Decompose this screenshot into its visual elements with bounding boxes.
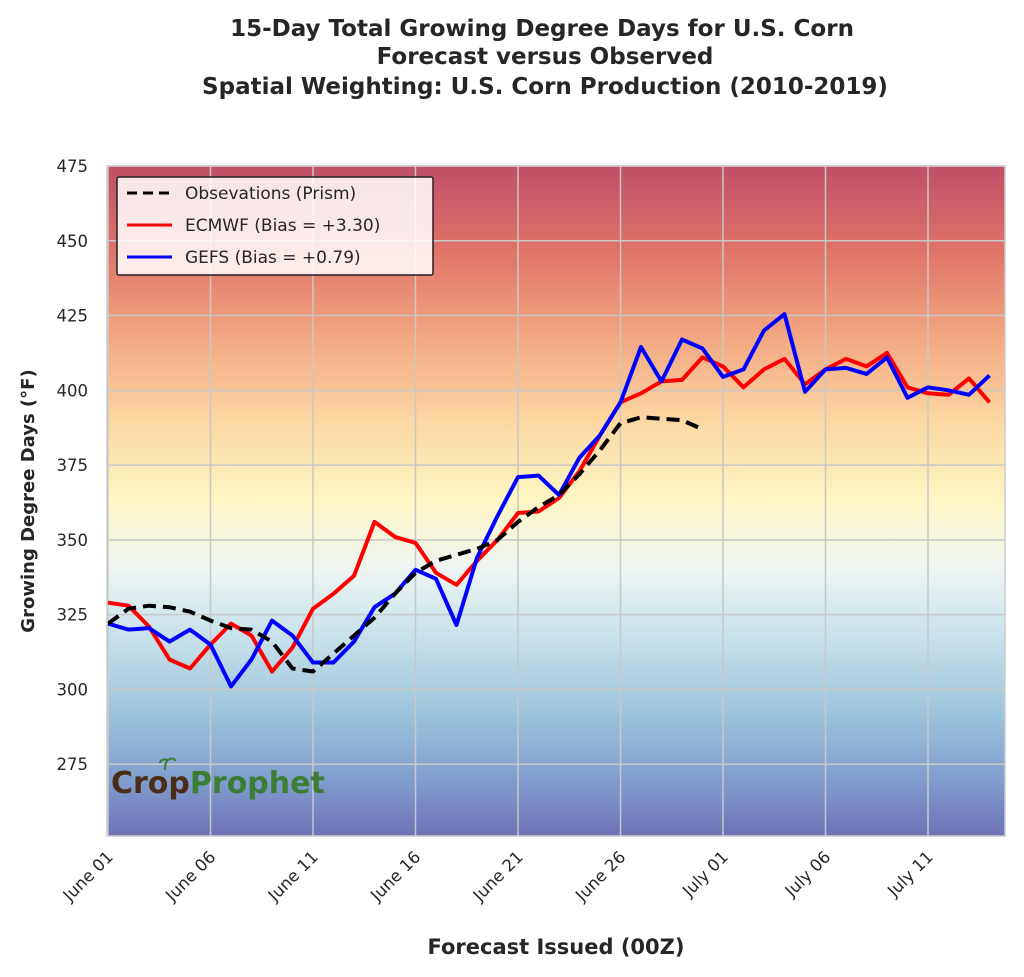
y-tick-label: 450 — [57, 232, 89, 251]
y-axis-label: Growing Degree Days (°F) — [18, 369, 39, 632]
y-tick-label: 300 — [57, 680, 89, 699]
gefs-line — [107, 312, 991, 689]
y-tick-label: 425 — [57, 307, 89, 326]
x-axis-label: Forecast Issued (00Z) — [428, 935, 685, 959]
x-tick-label: June 11 — [264, 847, 322, 905]
legend: Obsevations (Prism) ECMWF (Bias = +3.30)… — [116, 176, 434, 276]
x-axis-ticks: June 01 June 06 June 11 June 16 June 21 June … — [59, 847, 937, 905]
plot-frame — [106, 165, 1006, 837]
chart-title-line-2: Forecast versus Observed — [377, 44, 714, 70]
cropprophet-logo: CropProphet — [111, 757, 325, 801]
x-tick-label: June 06 — [161, 847, 219, 905]
chart-title: 15-Day Total Growing Degree Days for U.S… — [202, 16, 888, 100]
chart-title-line-3: Spatial Weighting: U.S. Corn Production … — [202, 74, 888, 100]
logo-part-prophet: Prophet — [190, 766, 325, 801]
y-tick-label: 350 — [57, 531, 89, 550]
y-tick-label: 325 — [57, 606, 89, 625]
ecmwf-line — [107, 350, 992, 674]
y-tick-label: 375 — [57, 456, 89, 475]
y-tick-label: 400 — [57, 381, 89, 400]
legend-label-ecmwf: ECMWF (Bias = +3.30) — [185, 216, 380, 236]
x-tick-label: July 06 — [781, 847, 835, 901]
x-tick-label: June 26 — [571, 847, 629, 905]
y-axis-ticks: 275 300 325 350 375 400 425 450 475 — [57, 157, 89, 774]
x-tick-label: June 21 — [469, 847, 527, 905]
x-tick-label: July 11 — [883, 847, 937, 901]
legend-label-gefs: GEFS (Bias = +0.79) — [185, 248, 361, 268]
y-tick-label: 275 — [57, 755, 89, 774]
logo-part-crop: Crop — [111, 766, 190, 801]
chart-title-line-1: 15-Day Total Growing Degree Days for U.S… — [230, 16, 854, 42]
observations-line — [106, 415, 704, 674]
legend-label-observations: Obsevations (Prism) — [185, 184, 356, 204]
sprout-icon — [159, 757, 176, 771]
y-tick-label: 475 — [57, 157, 89, 176]
x-tick-label: July 01 — [678, 847, 732, 901]
x-tick-label: June 01 — [59, 847, 117, 905]
legend-box — [116, 176, 434, 276]
series-lines — [106, 312, 992, 689]
x-tick-label: June 16 — [366, 847, 424, 905]
logo-text: CropProphet — [111, 766, 325, 801]
